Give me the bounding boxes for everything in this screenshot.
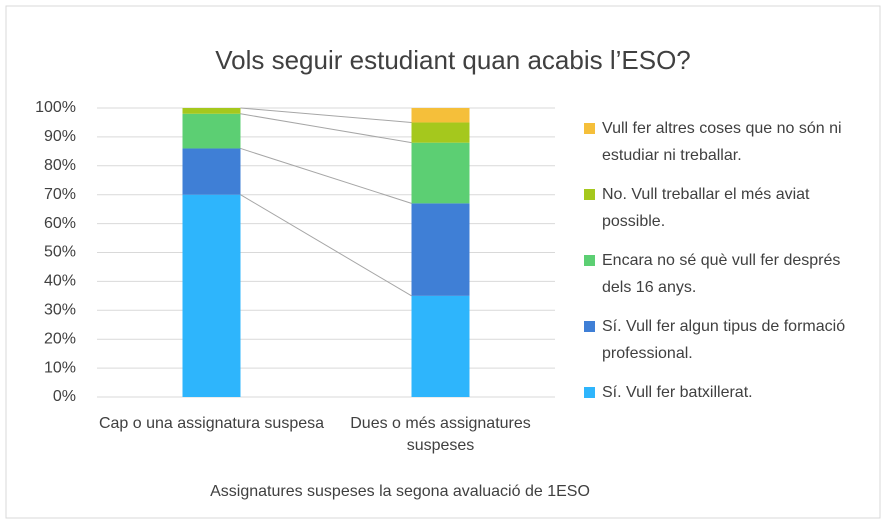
legend-label: Sí. Vull fer algun tipus de formació pro… <box>602 318 846 362</box>
bar-segment <box>182 108 241 114</box>
legend-label: Encara no sé què vull fer després dels 1… <box>602 252 841 296</box>
y-tick-label: 30% <box>44 302 76 319</box>
series-connector <box>240 194 412 297</box>
bar-segment <box>411 203 470 296</box>
y-tick-label: 70% <box>44 186 76 203</box>
bar-segment <box>411 122 470 143</box>
y-tick-label: 60% <box>44 215 76 232</box>
y-tick-label: 10% <box>44 359 76 376</box>
bar-segment <box>411 108 470 123</box>
x-tick-label: Cap o una assignatura suspesa <box>98 415 325 432</box>
legend-label: Vull fer altres coses que no són ni estu… <box>602 120 842 164</box>
series-connector <box>240 147 412 204</box>
bar-segment <box>182 113 241 149</box>
legend-swatch <box>584 321 595 332</box>
y-tick-label: 20% <box>44 330 76 347</box>
bar-segment <box>182 148 241 195</box>
series-connector <box>240 113 412 144</box>
legend-swatch <box>584 189 595 200</box>
bar-segment <box>411 295 470 397</box>
legend-swatch <box>584 255 595 266</box>
legend-label: Sí. Vull fer batxillerat. <box>602 384 753 401</box>
chart-title: Vols seguir estudiant quan acabis l’ESO? <box>215 45 691 75</box>
bar-segment <box>411 142 470 204</box>
x-tick-label: Dues o més assignatures suspeses <box>350 415 531 454</box>
y-tick-label: 50% <box>44 244 76 261</box>
y-tick-label: 40% <box>44 273 76 290</box>
bar-segment <box>182 194 241 397</box>
series-connector <box>240 107 412 123</box>
legend-label: No. Vull treballar el més aviat possible… <box>602 186 810 230</box>
legend-swatch <box>584 387 595 398</box>
x-axis-title: Assignatures suspeses la segona avaluaci… <box>210 483 590 500</box>
y-tick-label: 0% <box>53 388 76 405</box>
y-tick-label: 90% <box>44 128 76 145</box>
legend-swatch <box>584 123 595 134</box>
y-tick-label: 100% <box>35 99 76 116</box>
y-tick-label: 80% <box>44 157 76 174</box>
